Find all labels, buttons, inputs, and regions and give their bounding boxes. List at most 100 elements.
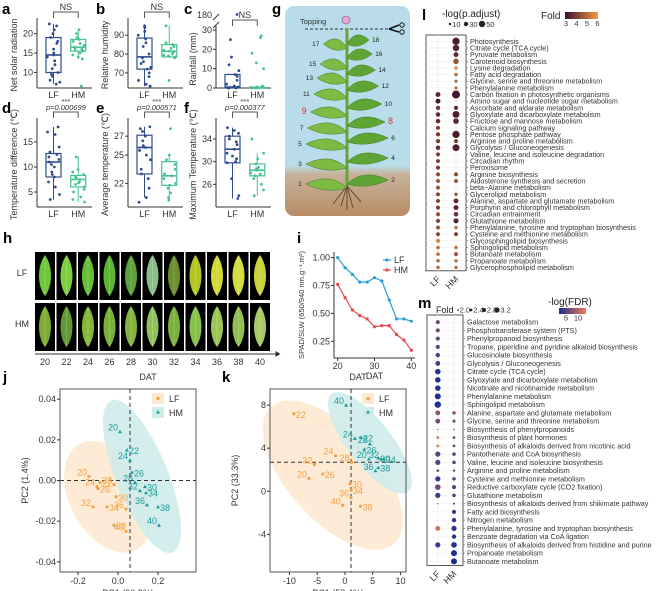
pathway-label: Nitrogen metabolism	[467, 516, 533, 525]
leaf-number-label: 2	[391, 177, 395, 184]
pathway-label: Phenylalanine, tyrosine and tryptophan b…	[470, 223, 636, 232]
data-point	[58, 80, 62, 84]
point-label: 40	[331, 496, 341, 506]
dot	[435, 344, 440, 349]
data-point	[128, 458, 132, 462]
leaf	[305, 178, 348, 191]
pathway-label: Pantothenate and CoA biosynthesis	[467, 450, 581, 459]
data-point	[366, 456, 371, 461]
y-tick-label: 0	[261, 486, 266, 496]
data-point	[141, 56, 144, 60]
color-legend-tick: 10	[574, 314, 582, 323]
dot	[435, 418, 441, 424]
dot	[436, 258, 440, 263]
scissors-blade	[388, 24, 400, 33]
data-point	[227, 134, 231, 138]
significance-stars: ***	[240, 97, 249, 106]
data-point	[79, 195, 83, 199]
data-point	[55, 153, 59, 156]
leaf-photo	[146, 306, 159, 347]
significance-bracket	[232, 19, 258, 26]
pathway-label: Arginine and proline metabolism	[470, 137, 573, 146]
data-point	[233, 73, 237, 76]
dot	[435, 138, 441, 144]
point-label: 26	[134, 468, 144, 478]
point-label: 24	[323, 447, 333, 457]
leaf-number-label: 5	[298, 141, 302, 148]
pathway-label: Phenylalanine metabolism	[467, 392, 551, 401]
dot	[453, 428, 455, 431]
dat-tick-label: 24	[83, 357, 93, 367]
dot	[436, 238, 440, 243]
dat-tick-label: 40	[255, 357, 265, 367]
data-point	[144, 37, 148, 41]
box-iqr	[224, 73, 241, 89]
legend-label: HM	[169, 408, 183, 418]
data-point	[230, 55, 233, 59]
y-tick-label: 90	[114, 30, 124, 40]
dot	[435, 451, 441, 457]
x-tick-label: LF	[139, 90, 150, 100]
dot	[435, 377, 441, 383]
data-point	[234, 140, 238, 144]
point-label: 40	[114, 522, 124, 532]
data-point	[173, 163, 177, 166]
legend-marker	[366, 396, 370, 401]
leaf-number-label: 11	[303, 91, 310, 98]
data-point	[50, 67, 54, 70]
y-axis-label: PC2 (1.4%)	[20, 457, 30, 504]
dot	[453, 52, 459, 58]
box-lf	[45, 22, 62, 86]
data-point	[140, 172, 143, 176]
data-point	[147, 71, 151, 75]
pathway-label: Glycine, serine and threonine metabolism	[470, 77, 602, 86]
data-point	[143, 26, 147, 30]
data-point	[174, 181, 177, 185]
box-lf	[136, 24, 153, 88]
leaf-photo	[189, 255, 202, 296]
pathway-label: Biosynthesis of alkaloids derived from h…	[467, 540, 652, 549]
y-axis-label: Rainfall (mm)	[188, 32, 198, 86]
data-point	[71, 40, 75, 43]
point-label: 34	[353, 486, 363, 496]
p-value-label: p=0.000571	[136, 103, 177, 112]
data-point	[82, 188, 86, 191]
leaf	[319, 58, 348, 71]
leaf-photo	[232, 306, 245, 347]
dat-tick-label: 20	[40, 357, 50, 367]
data-point	[358, 314, 362, 318]
leaf	[346, 48, 373, 61]
data-point	[118, 429, 122, 434]
pathway-label: Sphingolipid metabolism	[467, 400, 545, 409]
data-point	[125, 448, 129, 452]
y-tick-label: 20	[202, 44, 212, 54]
data-point	[258, 172, 262, 176]
dot	[435, 476, 441, 482]
data-point	[394, 332, 399, 337]
point-label: 36	[114, 500, 124, 510]
dot	[451, 525, 457, 531]
pathway-label: Glutathione metabolism	[470, 216, 546, 225]
data-point	[252, 177, 256, 181]
data-point	[144, 196, 148, 199]
data-point	[57, 145, 61, 149]
point-label: 34	[109, 503, 119, 513]
y-tick-label: 26	[202, 179, 212, 189]
kegg-dotplot-l: -log(p.adjust)10 30 50 Fold 3 4 5 6 Photosynthes…	[425, 9, 636, 291]
point-label: 26	[100, 485, 110, 495]
y-tick-label: 20	[23, 29, 33, 39]
dot	[436, 172, 440, 177]
data-point	[53, 133, 57, 136]
data-point	[144, 82, 148, 86]
box-iqr	[136, 37, 153, 70]
data-point	[162, 48, 166, 52]
x-tick-label: 0	[342, 576, 347, 586]
data-point	[166, 54, 170, 58]
leaf-photo	[60, 255, 73, 296]
dot	[435, 98, 441, 104]
pathway-label: Biosynthesis of alkaloids derived from s…	[467, 499, 649, 508]
data-point	[169, 47, 173, 50]
data-point	[232, 147, 236, 151]
dot	[453, 211, 459, 217]
leaf-photo	[254, 306, 266, 347]
